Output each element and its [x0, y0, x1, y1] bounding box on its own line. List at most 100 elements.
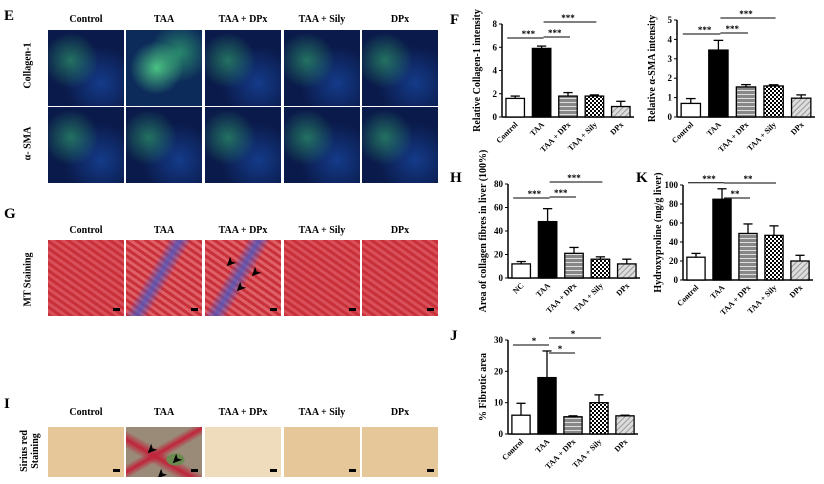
bar-taa-sily — [763, 85, 784, 118]
x-tick-label: TAA + Sily — [566, 120, 599, 153]
x-tick-label: Control — [500, 437, 526, 463]
y-tick-label: 4 — [493, 66, 498, 76]
bar-taa-sily — [590, 258, 611, 279]
bar-taa-dpx — [564, 252, 584, 279]
micrograph-collagen — [126, 30, 202, 106]
x-tick-label: TAA — [528, 120, 546, 138]
y-tick-label: 4 — [668, 34, 673, 44]
micrograph-mt — [362, 240, 438, 316]
panel-label-h: H — [450, 170, 462, 186]
y-tick-label: 20 — [494, 250, 504, 260]
significance-label: *** — [725, 24, 739, 34]
significance-label: *** — [561, 13, 575, 23]
panel-label-i: I — [4, 396, 10, 412]
y-tick-label: 0 — [499, 429, 504, 439]
micrograph-sirius — [362, 427, 438, 477]
bar-dpx — [790, 97, 812, 118]
y-tick-label: 40 — [669, 237, 679, 247]
column-header: DPx — [390, 407, 410, 418]
column-header: TAA — [153, 225, 175, 236]
bar-control — [505, 97, 526, 118]
micrograph-sma — [48, 107, 124, 183]
y-tick-label: 20 — [669, 256, 679, 266]
y-axis-label: Relative Collagen-1 intensity — [472, 9, 483, 132]
significance-label: *** — [567, 173, 581, 183]
y-tick-label: 2 — [668, 73, 673, 83]
x-tick-label: TAA — [709, 283, 727, 301]
y-tick-label: 2 — [493, 89, 498, 99]
y-tick-label: 40 — [494, 226, 504, 236]
bar-control — [511, 414, 531, 435]
column-header: TAA + DPx — [218, 225, 268, 236]
significance-label: *** — [702, 174, 716, 184]
x-tick-label: TAA — [534, 437, 552, 455]
significance-label: ** — [731, 189, 741, 199]
y-tick-label: 6 — [493, 42, 498, 52]
y-axis-label: % Fibrotic area — [478, 353, 489, 421]
significance-label: ** — [744, 174, 754, 184]
micrograph-mt — [48, 240, 124, 316]
y-tick-label: 60 — [669, 218, 679, 228]
column-header: DPx — [390, 225, 410, 236]
micrograph-sma — [284, 107, 360, 183]
panel-label-f: F — [450, 12, 460, 28]
x-tick-label: TAA — [705, 120, 723, 138]
micrograph-sma — [205, 107, 281, 183]
y-tick-label: 0 — [493, 112, 498, 122]
bar-nc — [511, 263, 532, 279]
micrograph-sirius — [48, 427, 124, 477]
x-tick-label: DPx — [789, 120, 806, 137]
y-tick-label: 0 — [668, 112, 673, 122]
x-tick-label: Control — [675, 283, 701, 309]
x-tick-label: Control — [670, 120, 696, 146]
significance-label: *** — [528, 189, 542, 199]
significance-label: *** — [698, 25, 712, 35]
x-tick-label: Control — [494, 120, 520, 146]
x-tick-label: TAA — [534, 281, 552, 299]
column-header: TAA — [153, 14, 175, 25]
y-tick-label: 100 — [665, 180, 679, 190]
bar-dpx — [615, 415, 635, 435]
bar-control — [686, 256, 706, 281]
bar-control — [680, 102, 702, 118]
x-tick-label: TAA + Sily — [745, 120, 778, 153]
bar-taa — [708, 49, 729, 118]
bar-taa — [537, 220, 558, 279]
bar-taa-dpx — [735, 86, 757, 118]
y-tick-label: 3 — [668, 54, 673, 64]
column-header: TAA + DPx — [218, 407, 268, 418]
y-tick-label: 1 — [668, 93, 673, 103]
chart-F1: 0 2 4 6 8 Relative Collagen-1 intensity Contro… — [472, 9, 634, 154]
y-axis-label: Relative α-SMA intensity — [647, 15, 658, 122]
micrograph-sirius: ➤ ➤ ➤ — [126, 427, 202, 477]
y-tick-label: 80 — [669, 199, 679, 209]
y-tick-label: 0 — [674, 275, 679, 285]
column-header: Control — [69, 407, 103, 418]
column-header: DPx — [390, 14, 410, 25]
chart-H: 0 20 40 60 80 Area of collagen fibres in live… — [478, 150, 640, 315]
bar-taa-sily — [764, 234, 784, 281]
micrograph-collagen — [205, 30, 281, 106]
y-tick-label: 5 — [668, 15, 673, 25]
y-axis-label: Hydroxyproline (mg/g liver) — [653, 172, 664, 292]
micrograph-sma — [126, 107, 202, 183]
column-header: TAA — [153, 407, 175, 418]
significance-label: *** — [739, 9, 753, 19]
significance-label: *** — [522, 29, 536, 39]
y-tick-label: 10 — [494, 398, 504, 408]
column-header: Control — [69, 225, 103, 236]
column-header: TAA + Sily — [298, 14, 346, 25]
bar-taa-sily — [584, 95, 605, 118]
micrograph-sma — [362, 107, 438, 183]
panel-label-e: E — [4, 8, 15, 24]
y-tick-label: 30 — [494, 335, 504, 345]
bar-taa-sily — [589, 402, 609, 435]
panel-label-k: K — [636, 170, 648, 186]
micrograph-collagen — [284, 30, 360, 106]
y-tick-label: 80 — [494, 179, 504, 189]
significance-label: * — [558, 344, 563, 354]
